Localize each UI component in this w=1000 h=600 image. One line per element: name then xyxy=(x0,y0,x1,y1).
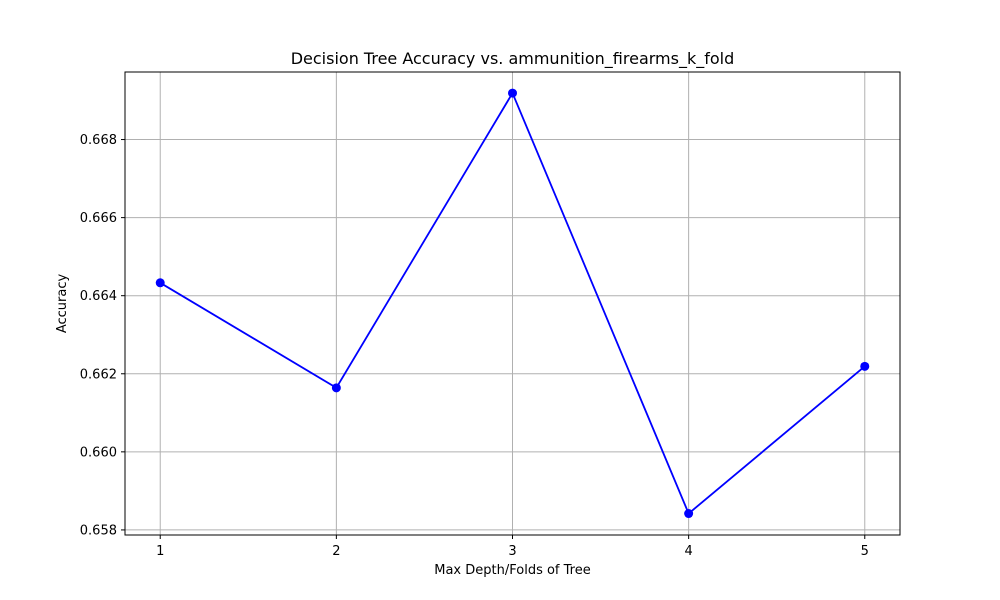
y-axis-label: Accuracy xyxy=(55,274,70,334)
grid-lines xyxy=(125,72,900,535)
y-tick-label: 0.662 xyxy=(80,367,117,382)
x-tick-label: 1 xyxy=(156,544,164,559)
data-point xyxy=(684,509,694,519)
y-tick-label: 0.664 xyxy=(80,289,117,304)
x-tick-label: 5 xyxy=(861,544,869,559)
data-point xyxy=(860,361,870,371)
data-point xyxy=(331,383,341,393)
y-axis: 0.658 0.660 0.662 0.664 0.666 0.668 xyxy=(80,133,125,538)
x-tick-label: 3 xyxy=(508,544,516,559)
x-axis: 1 2 3 4 5 xyxy=(156,535,869,559)
chart-title: Decision Tree Accuracy vs. ammunition_fi… xyxy=(291,49,735,69)
y-tick-label: 0.666 xyxy=(80,211,117,226)
x-tick-label: 2 xyxy=(332,544,340,559)
y-tick-label: 0.660 xyxy=(80,445,117,460)
data-point xyxy=(508,88,517,98)
y-tick-label: 0.658 xyxy=(80,523,117,538)
data-point xyxy=(155,278,165,288)
x-tick-label: 4 xyxy=(684,544,692,559)
y-tick-label: 0.668 xyxy=(80,133,117,148)
x-axis-label: Max Depth/Folds of Tree xyxy=(434,563,590,578)
series-layer xyxy=(155,88,870,519)
